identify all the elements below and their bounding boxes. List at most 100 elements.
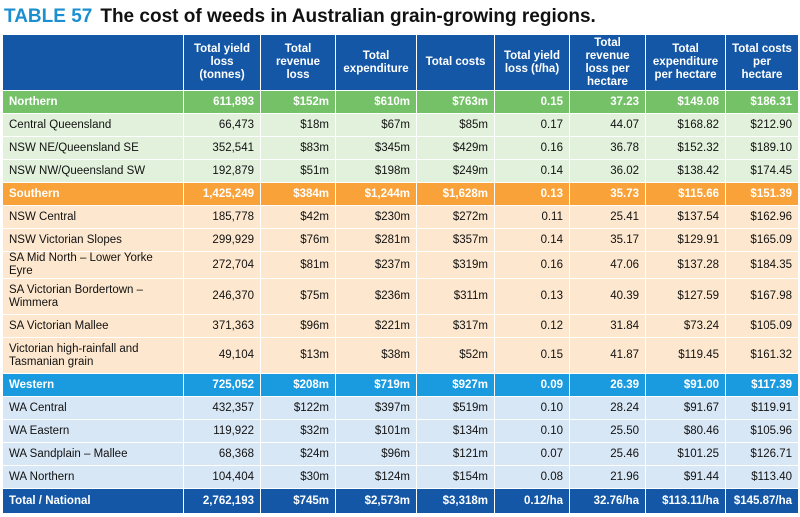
value-cell: 0.11 [494,205,570,229]
region-name-cell: WA Eastern [2,419,184,443]
value-cell: $927m [416,373,495,397]
value-cell: $126.71 [725,442,799,466]
value-cell: 0.13 [494,278,570,315]
value-cell: $281m [335,228,417,252]
value-cell: 28.24 [569,396,646,420]
value-cell: $75m [260,278,336,315]
weeds-cost-table: Total yield loss (tonnes) Total revenue l… [2,34,799,514]
value-cell: $357m [416,228,495,252]
value-cell: 0.13 [494,182,570,206]
column-header: Total costs per hectare [725,34,799,91]
value-cell: 0.14 [494,228,570,252]
value-cell: $345m [335,136,417,160]
value-cell: 66,473 [183,113,261,137]
column-header: Total costs [416,34,495,91]
table-row: NSW NE/Queensland SE 352,541 $83m $345m $429… [2,136,799,160]
table-row: NSW Victorian Slopes 299,929 $76m $281m $357… [2,228,799,252]
column-header: Total revenue loss per hectare [569,34,646,91]
value-cell: 2,762,193 [183,488,261,514]
value-cell: $2,573m [335,488,417,514]
value-cell: $91.44 [645,465,726,489]
value-cell: 0.09 [494,373,570,397]
value-cell: $52m [416,337,495,374]
value-cell: $198m [335,159,417,183]
value-cell: $91.00 [645,373,726,397]
value-cell: $137.28 [645,251,726,279]
value-cell: $745m [260,488,336,514]
value-cell: 0.16 [494,251,570,279]
value-cell: $165.09 [725,228,799,252]
value-cell: $30m [260,465,336,489]
value-cell: 40.39 [569,278,646,315]
value-cell: $221m [335,314,417,338]
value-cell: 26.39 [569,373,646,397]
value-cell: $76m [260,228,336,252]
value-cell: $122m [260,396,336,420]
value-cell: 432,357 [183,396,261,420]
value-cell: $1,628m [416,182,495,206]
value-cell: 35.73 [569,182,646,206]
value-cell: $83m [260,136,336,160]
value-cell: $162.96 [725,205,799,229]
value-cell: $519m [416,396,495,420]
region-name-cell: WA Central [2,396,184,420]
table-row: Victorian high-rainfall and Tasmanian gr… [2,337,799,374]
table-row: NSW Central 185,778 $42m $230m $272m 0.11 25.4… [2,205,799,229]
value-cell: $96m [260,314,336,338]
column-header: Total yield loss (t/ha) [494,34,570,91]
value-cell: $101.25 [645,442,726,466]
value-cell: $230m [335,205,417,229]
value-cell: 185,778 [183,205,261,229]
value-cell: $174.45 [725,159,799,183]
value-cell: 0.12/ha [494,488,570,514]
value-cell: $134m [416,419,495,443]
value-cell: $117.39 [725,373,799,397]
value-cell: $67m [335,113,417,137]
value-cell: 246,370 [183,278,261,315]
region-name-cell: Victorian high-rainfall and Tasmanian gr… [2,337,184,374]
value-cell: $237m [335,251,417,279]
value-cell: 44.07 [569,113,646,137]
table-row: SA Victorian Bordertown – Wimmera 246,370… [2,278,799,315]
value-cell: 611,893 [183,90,261,114]
value-cell: $124m [335,465,417,489]
table-row: NSW NW/Queensland SW 192,879 $51m $198m $249… [2,159,799,183]
value-cell: $119.45 [645,337,726,374]
region-name-cell: SA Victorian Mallee [2,314,184,338]
table-caption: TABLE 57 The cost of weeds in Australian … [0,0,800,34]
table-number: TABLE 57 [4,6,93,27]
region-row: Western 725,052 $208m $719m $927m 0.09 26.39 $9… [2,373,799,397]
value-cell: 0.15 [494,90,570,114]
value-cell: 0.10 [494,396,570,420]
value-cell: $105.09 [725,314,799,338]
value-cell: $152.32 [645,136,726,160]
table-row: SA Mid North – Lower Yorke Eyre 272,704 $8… [2,251,799,279]
value-cell: 36.78 [569,136,646,160]
value-cell: 192,879 [183,159,261,183]
value-cell: 32.76/ha [569,488,646,514]
value-cell: $3,318m [416,488,495,514]
region-name-cell: SA Victorian Bordertown – Wimmera [2,278,184,315]
value-cell: $429m [416,136,495,160]
region-name-cell: Northern [2,90,184,114]
column-header: Total revenue loss [260,34,336,91]
region-name-cell: SA Mid North – Lower Yorke Eyre [2,251,184,279]
table-row: WA Northern 104,404 $30m $124m $154m 0.08 21.9… [2,465,799,489]
value-cell: 272,704 [183,251,261,279]
value-cell: $311m [416,278,495,315]
value-cell: $121m [416,442,495,466]
total-row: Total / National 2,762,193 $745m $2,573m $3,… [2,488,799,514]
value-cell: $719m [335,373,417,397]
value-cell: $42m [260,205,336,229]
region-name-cell: Central Queensland [2,113,184,137]
column-header [2,34,184,91]
value-cell: $81m [260,251,336,279]
value-cell: $319m [416,251,495,279]
region-name-cell: NSW NW/Queensland SW [2,159,184,183]
value-cell: $272m [416,205,495,229]
value-cell: $13m [260,337,336,374]
table-title: The cost of weeds in Australian grain-gr… [100,6,596,27]
value-cell: $145.87/ha [725,488,799,514]
table-row: Central Queensland 66,473 $18m $67m $85m 0.17… [2,113,799,137]
